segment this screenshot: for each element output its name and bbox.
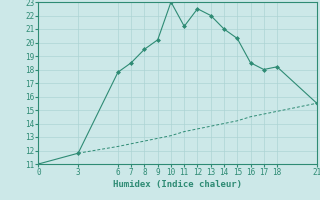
X-axis label: Humidex (Indice chaleur): Humidex (Indice chaleur) — [113, 180, 242, 189]
